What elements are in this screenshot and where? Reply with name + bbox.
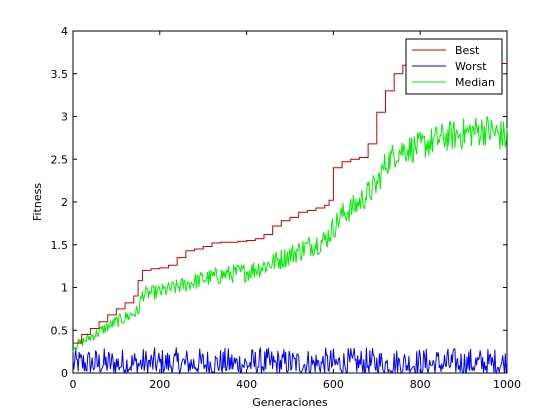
y-tick-label: 4 <box>61 25 68 38</box>
legend-label-median: Median <box>455 76 495 89</box>
y-tick-label: 3 <box>61 111 68 124</box>
y-tick-label: 0 <box>61 367 68 380</box>
series-line-median <box>72 116 508 353</box>
legend-label-best: Best <box>455 44 480 57</box>
y-tick-label: 1.5 <box>51 239 69 252</box>
y-tick-label: 0.5 <box>51 324 69 337</box>
series-layer <box>72 62 508 375</box>
x-axis-label: Generaciones <box>252 396 328 409</box>
x-tick-label: 400 <box>236 378 257 391</box>
legend: Best Worst Median <box>405 38 503 95</box>
series-line-worst <box>72 346 508 375</box>
y-tick-label: 2.5 <box>51 153 69 166</box>
y-tick-label: 1 <box>61 282 68 295</box>
x-tick-label: 800 <box>410 378 431 391</box>
x-tick-label: 0 <box>70 378 77 391</box>
x-tick-label: 1000 <box>493 378 521 391</box>
legend-label-worst: Worst <box>455 60 487 73</box>
x-tick-label: 600 <box>323 378 344 391</box>
y-axis-label: Fitness <box>31 183 44 221</box>
ticks-layer: 0 200 400 600 800 1000 0 0.5 1 1.5 2 2.5 3 3.5 4 <box>51 25 522 391</box>
y-tick-label: 3.5 <box>51 68 69 81</box>
y-tick-label: 2 <box>61 196 68 209</box>
series-line-best <box>73 62 507 344</box>
x-tick-label: 200 <box>149 378 170 391</box>
